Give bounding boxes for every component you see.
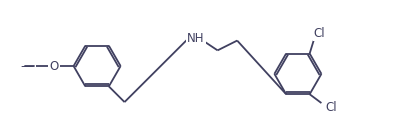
Text: NH: NH xyxy=(187,32,205,45)
Text: Cl: Cl xyxy=(314,27,325,40)
Text: Cl: Cl xyxy=(325,101,337,115)
Text: —: — xyxy=(20,60,34,72)
Text: O: O xyxy=(49,60,58,72)
